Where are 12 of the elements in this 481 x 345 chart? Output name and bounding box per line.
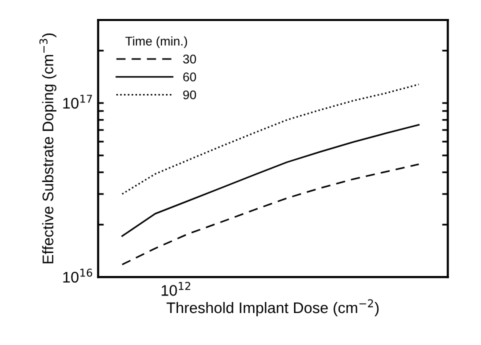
line-series (121, 163, 420, 266)
x-axis-title: Threshold Implant Dose (cm$^{−2}$) (166, 299, 379, 316)
y-axis-title: Effective Substrate Doping (cm$^{−3}$) (39, 34, 56, 264)
y-tick-label: 10$^{16}$ (63, 268, 92, 283)
y-tick-label: 10$^{17}$ (63, 94, 92, 109)
text: 10$^{12}$ (162, 282, 190, 296)
legend-label: 60 (183, 72, 196, 82)
legend-label: 90 (183, 90, 196, 100)
line-series (121, 124, 420, 237)
legend-label: 30 (183, 54, 196, 64)
legend-title: Time (min.) (125, 36, 188, 48)
line-series (121, 84, 420, 195)
